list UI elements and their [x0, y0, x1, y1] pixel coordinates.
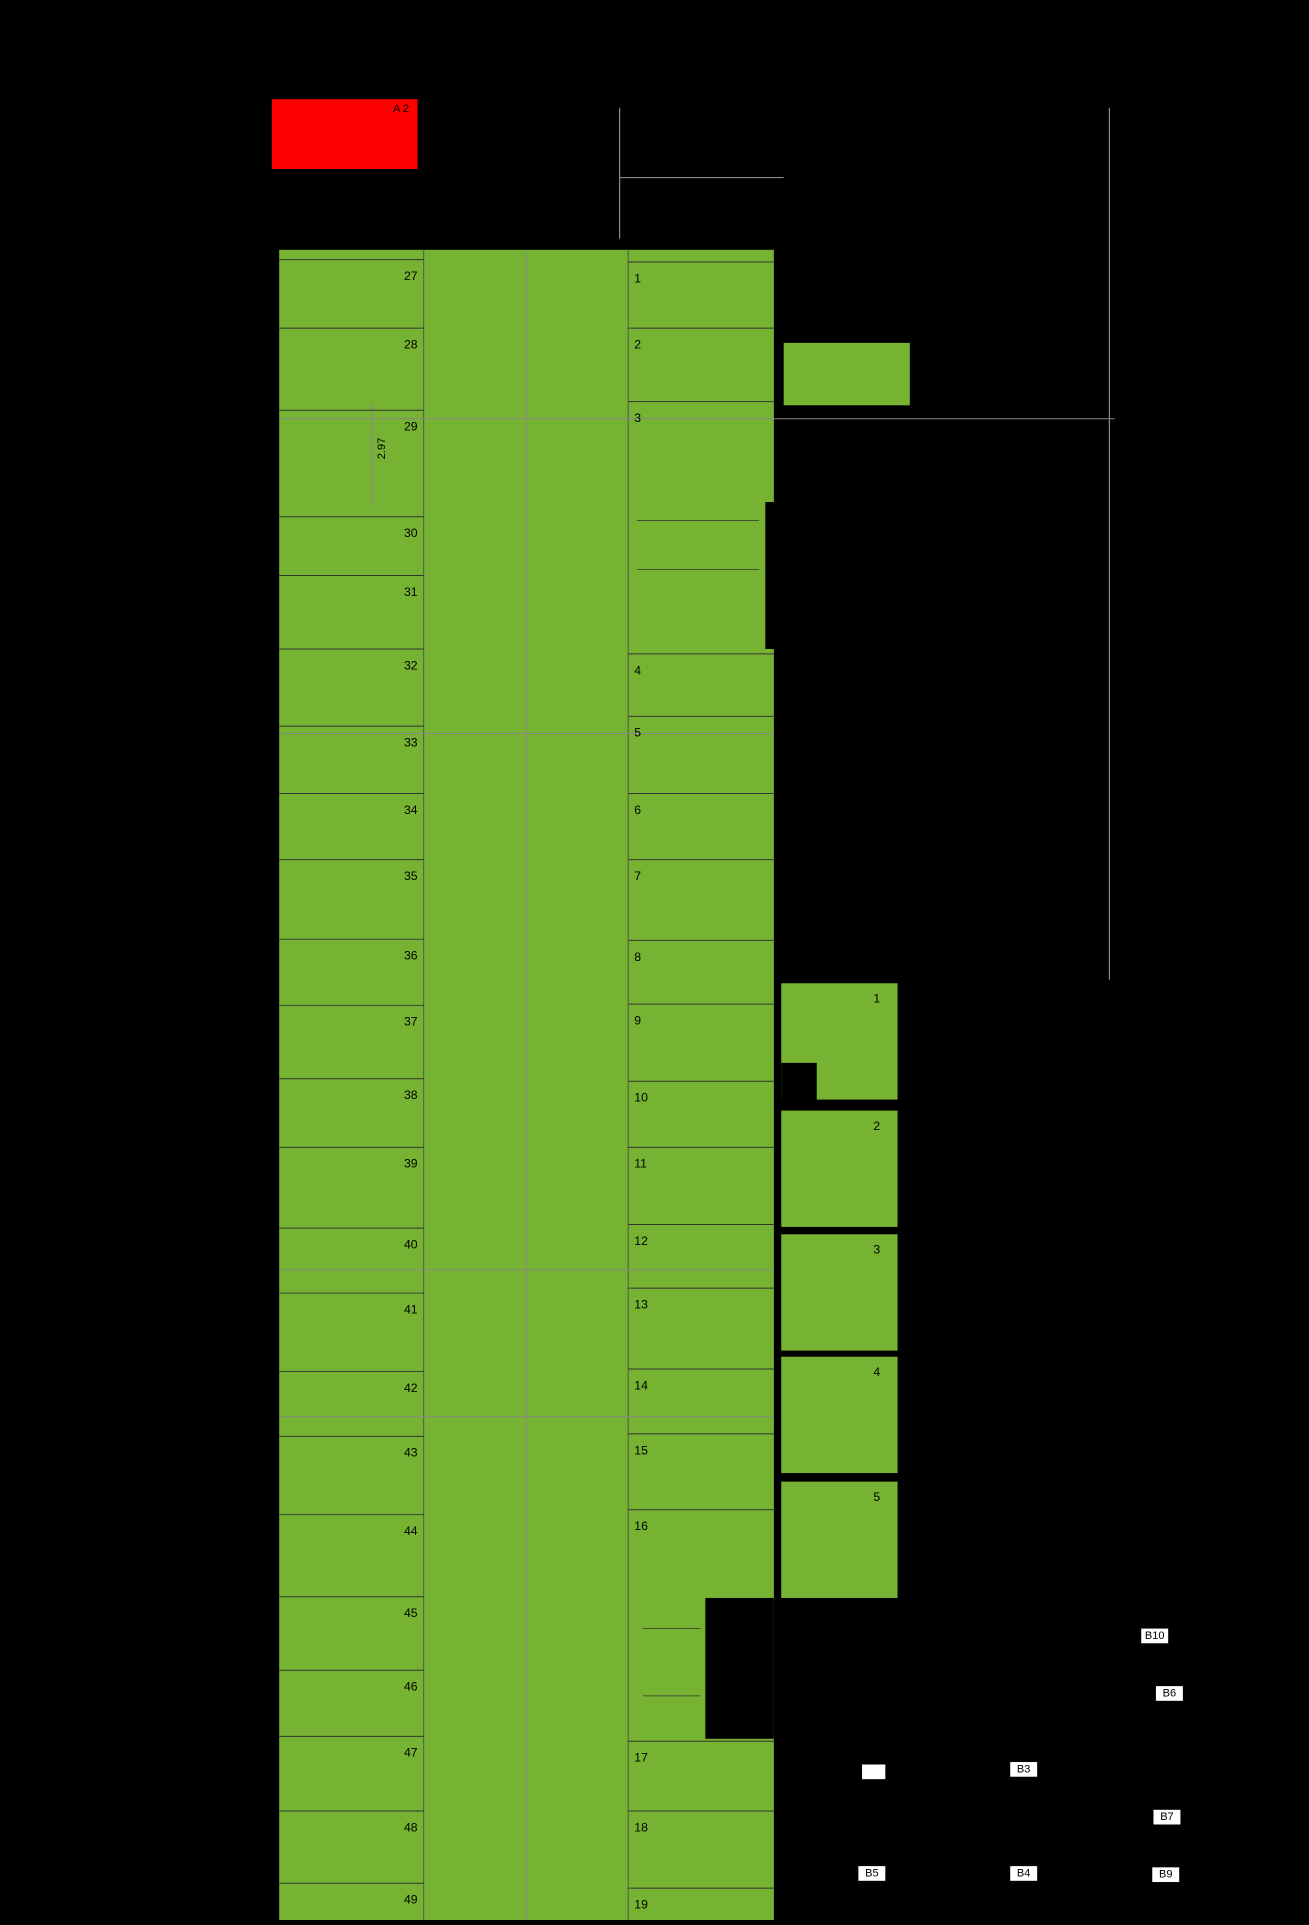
stall-number: 16 — [634, 1519, 648, 1533]
block-label: B7 — [1160, 1811, 1173, 1823]
stall-number: 13 — [634, 1298, 648, 1312]
stall-number: 48 — [404, 1820, 418, 1834]
stall-number: 41 — [404, 1302, 418, 1316]
storage-room — [781, 1481, 898, 1598]
stall-number: 37 — [404, 1015, 418, 1029]
storage-room — [781, 1234, 898, 1351]
zone-label: A 2 — [393, 103, 409, 115]
block-tag — [1152, 1867, 1180, 1883]
storage-number: 1 — [873, 991, 880, 1005]
block-tag — [1141, 1628, 1169, 1644]
stall-number: 18 — [634, 1820, 648, 1834]
small-room — [783, 342, 910, 406]
stall-number: 43 — [404, 1446, 418, 1460]
stall-number: 9 — [634, 1013, 641, 1027]
stall-number: 27 — [404, 269, 418, 283]
storage-room — [781, 1110, 898, 1227]
block-tag — [858, 1866, 886, 1881]
stall-number: 34 — [404, 803, 418, 817]
stall-number: 7 — [634, 869, 641, 883]
dimension-label: 2.97 — [376, 438, 388, 459]
stall-number: 49 — [404, 1893, 418, 1907]
notch — [781, 1062, 817, 1104]
stall-number: 2 — [634, 338, 641, 352]
stall-number: 14 — [634, 1378, 648, 1392]
stall-number: 29 — [404, 420, 418, 434]
stall-number: 36 — [404, 949, 418, 963]
block-label: B6 — [1163, 1687, 1176, 1699]
stall-number: 4 — [634, 663, 641, 677]
stall-number: 35 — [404, 869, 418, 883]
block-label: B10 — [1145, 1630, 1165, 1642]
stall-number: 15 — [634, 1443, 648, 1457]
stall-number: 47 — [404, 1746, 418, 1760]
storage-number: 2 — [873, 1119, 880, 1133]
block-tag — [1153, 1809, 1181, 1825]
block-tag — [1010, 1762, 1038, 1777]
labels: 2728293031323334353637383940414243444546… — [279, 259, 1183, 1912]
stall-number: 8 — [634, 950, 641, 964]
stall-number: 33 — [404, 735, 418, 749]
stall-number: 12 — [634, 1234, 648, 1248]
stall-number: 19 — [634, 1898, 648, 1912]
block-label: B4 — [1017, 1867, 1030, 1879]
storage-room — [781, 1356, 898, 1474]
block-label: B5 — [865, 1867, 878, 1879]
stall-number: 39 — [404, 1157, 418, 1171]
stall-number: 10 — [634, 1091, 648, 1105]
stair-void — [705, 1597, 774, 1739]
stall-number: 45 — [404, 1606, 418, 1620]
stall-number: 42 — [404, 1381, 418, 1395]
zone-marker — [271, 99, 418, 169]
block-label: B3 — [1017, 1763, 1030, 1775]
stall-number: 1 — [634, 271, 641, 285]
wall — [765, 502, 778, 649]
storage-number: 5 — [873, 1490, 880, 1504]
stall-number: 32 — [404, 658, 418, 672]
stall-number: 40 — [404, 1238, 418, 1252]
stall-number: 30 — [404, 526, 418, 540]
storage-number: 3 — [873, 1242, 880, 1256]
stall-number: 3 — [634, 411, 641, 425]
block-tag — [1010, 1866, 1038, 1881]
block-tag — [1155, 1686, 1183, 1701]
block-tag — [862, 1764, 886, 1780]
stall-number: 11 — [634, 1157, 647, 1171]
stall-number: 31 — [404, 585, 418, 599]
stall-number: 38 — [404, 1088, 418, 1102]
stall-number: 28 — [404, 338, 418, 352]
stairs — [636, 520, 760, 1697]
stall-number: 17 — [634, 1751, 648, 1765]
stall-number: 6 — [634, 803, 641, 817]
block-label: B9 — [1159, 1869, 1172, 1881]
stall-number: 46 — [404, 1680, 418, 1694]
stall-number: 5 — [634, 726, 641, 740]
stall-number: 44 — [404, 1524, 418, 1538]
storage-number: 4 — [873, 1365, 880, 1379]
